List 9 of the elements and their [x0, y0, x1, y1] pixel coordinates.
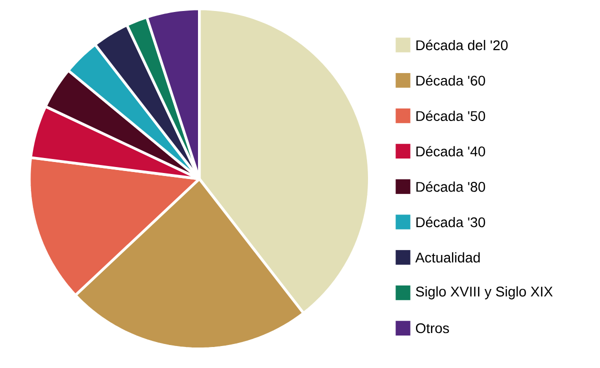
legend-label: Década '30: [416, 216, 486, 228]
legend-label: Década '80: [416, 181, 486, 192]
legend-label: Década '60: [416, 75, 486, 86]
legend-label: Década '40: [416, 146, 486, 156]
legend-label: Actualidad: [415, 252, 480, 263]
legend-label: Década '50: [416, 110, 486, 122]
legend-label: Otros: [416, 323, 449, 334]
legend-label: Década del '20: [416, 40, 508, 50]
legend-label: Siglo XVIII y Siglo XIX: [416, 286, 553, 300]
